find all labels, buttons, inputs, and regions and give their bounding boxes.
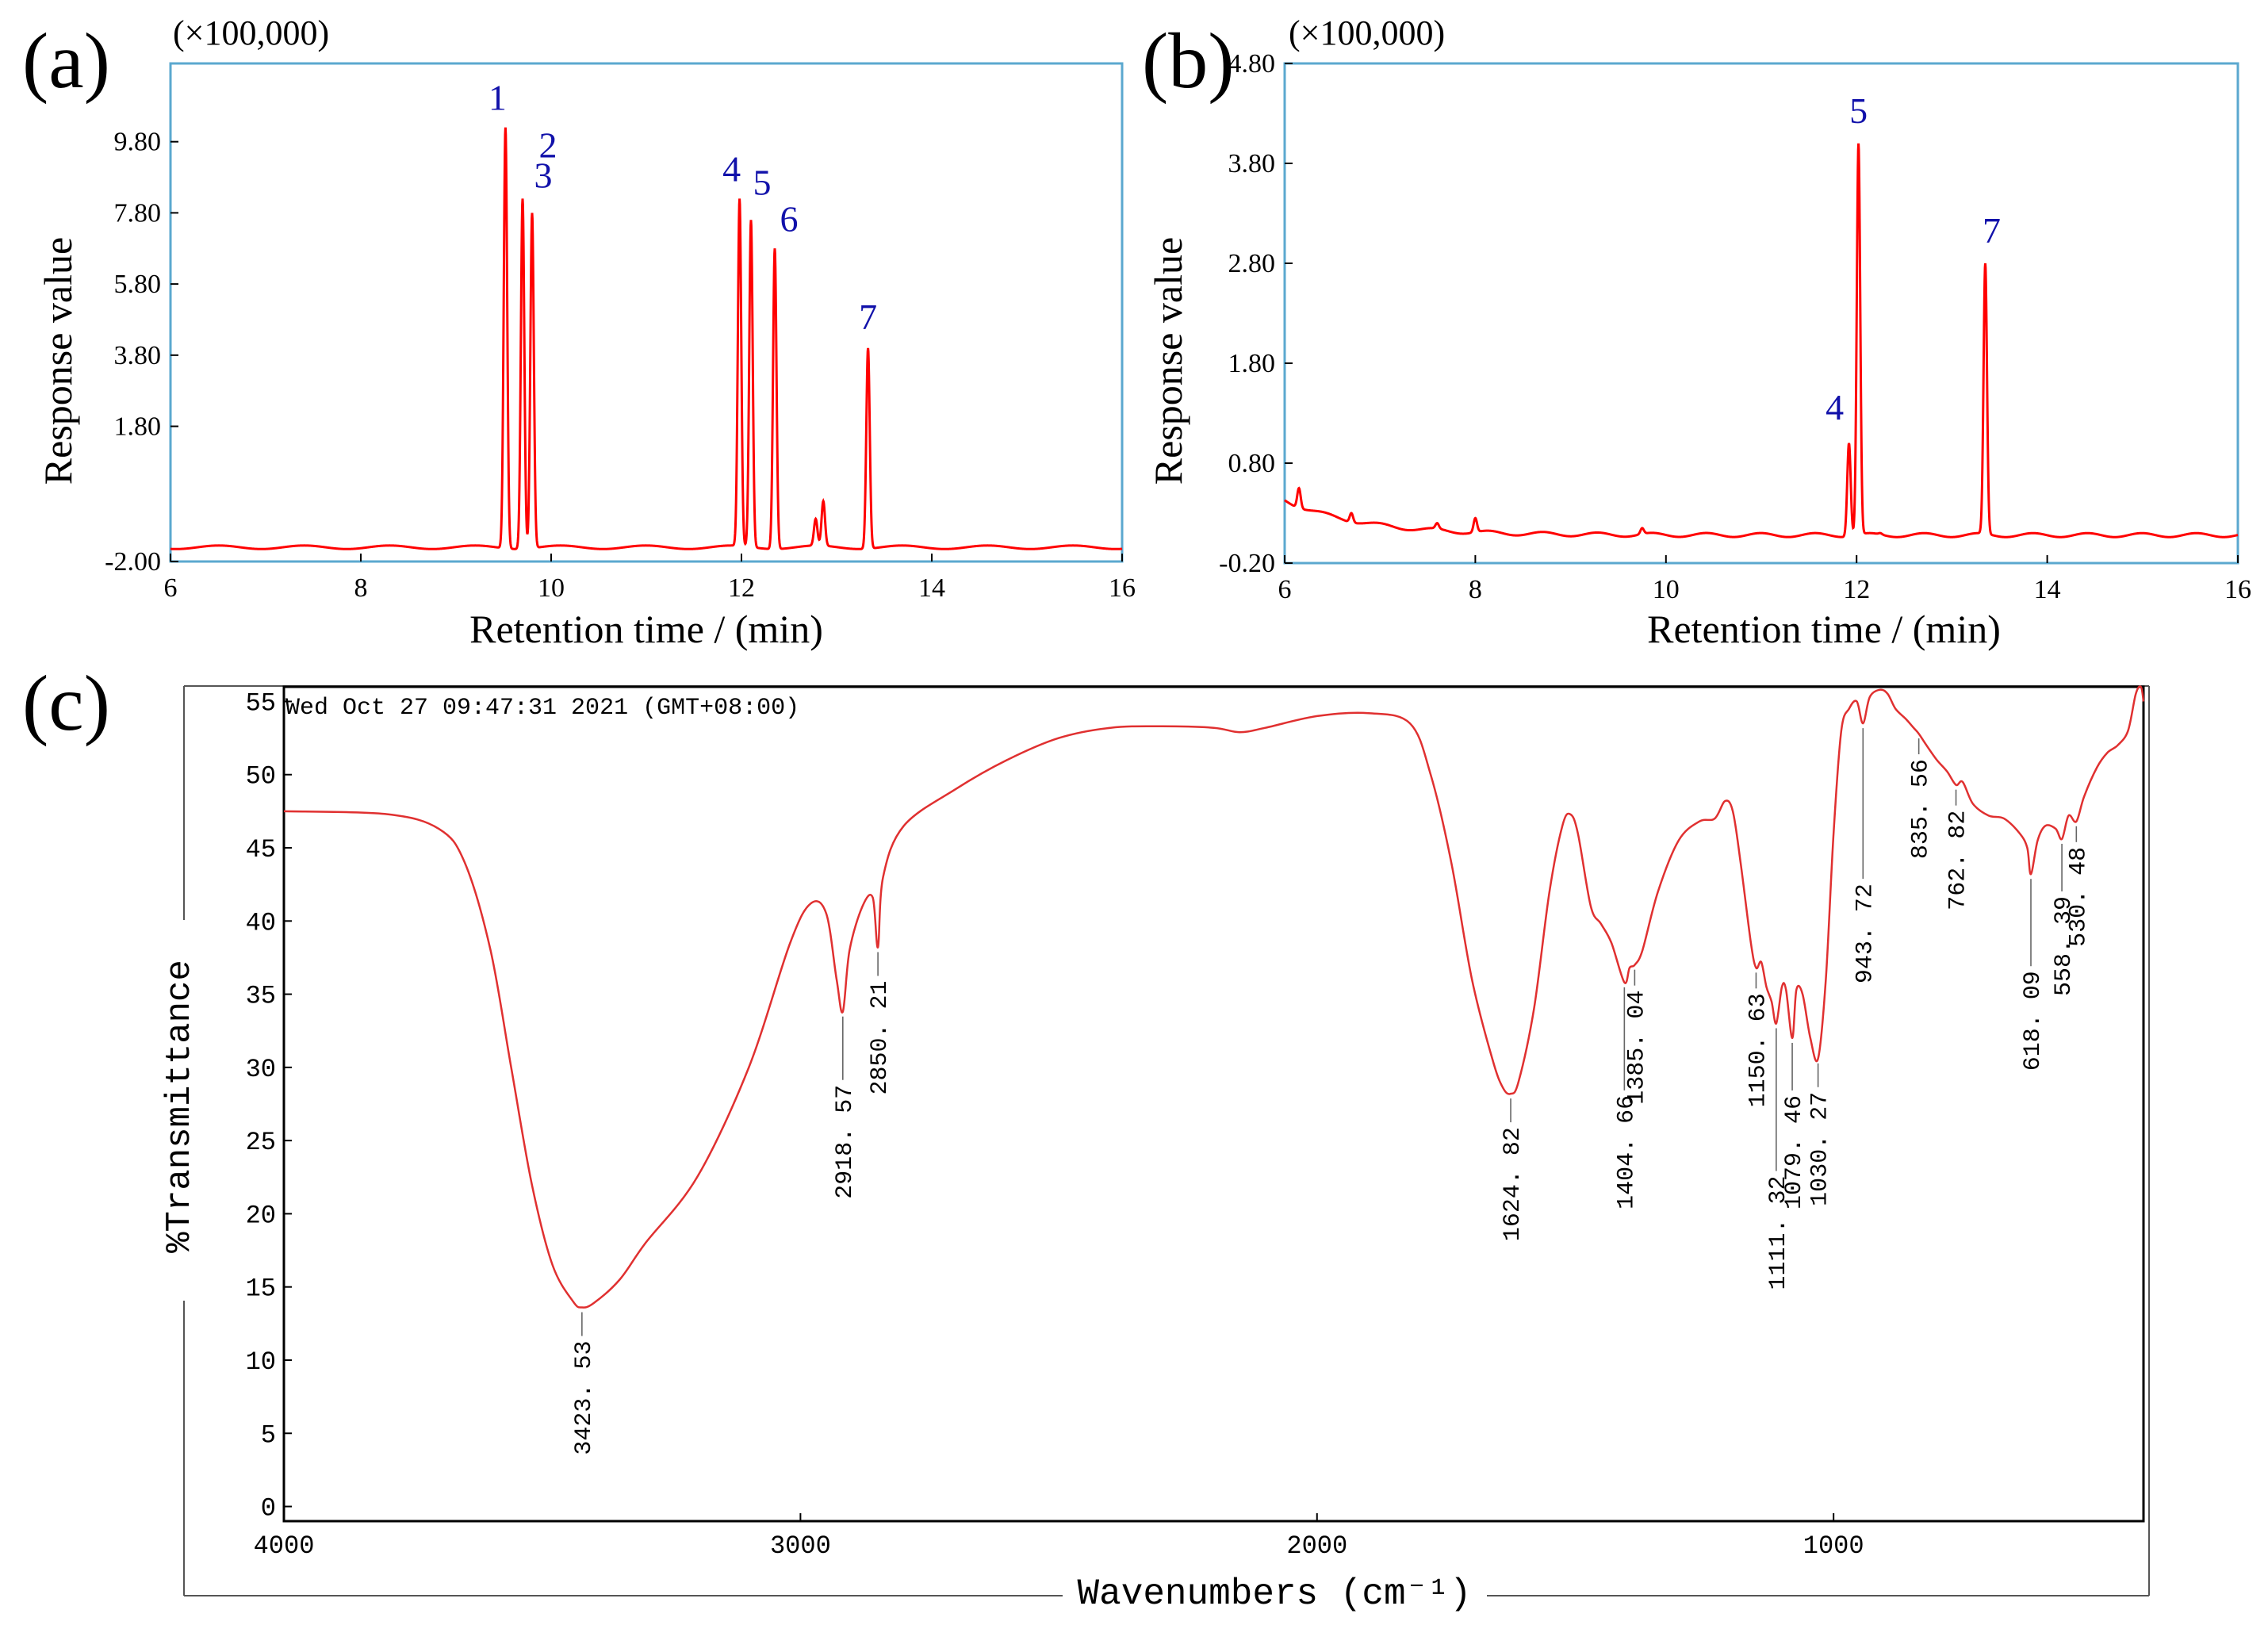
x-tick-label: 6 — [1278, 575, 1292, 604]
panel-b-plot-frame — [1283, 62, 2239, 565]
panel-a-x-axis-title: Retention time / (min) — [469, 607, 823, 651]
x-tick-label: 10 — [538, 573, 565, 603]
peak-wavenumber-label: 1079. 46 — [1781, 1095, 1808, 1209]
peak-label: 4 — [722, 148, 741, 189]
y-tick-label: 5.80 — [114, 270, 162, 299]
panel-b-y-axis-title: Response value — [1146, 237, 1190, 485]
panel-a-scale-note: (×100,000) — [173, 13, 329, 52]
peak-label: 4 — [1826, 387, 1844, 427]
y-tick-label: 15 — [246, 1274, 276, 1304]
peak-wavenumber-label: 2918. 57 — [832, 1085, 859, 1199]
y-tick-label: 20 — [246, 1201, 276, 1230]
peak-wavenumber-label: 835. 56 — [1908, 759, 1935, 859]
panel-c-y-axis-title: %Transmittance — [160, 960, 200, 1253]
y-tick-label: 7.80 — [114, 198, 162, 228]
peak-wavenumber-label: 1150. 63 — [1745, 993, 1772, 1107]
peak-wavenumber-label: 762. 82 — [1945, 811, 1972, 910]
peak-wavenumber-label: 1385. 04 — [1623, 991, 1650, 1105]
y-tick-label: 9.80 — [114, 128, 162, 157]
y-tick-label: 3.80 — [114, 341, 162, 370]
peak-wavenumber-label: 1624. 82 — [1500, 1127, 1527, 1241]
y-tick-label: -2.00 — [105, 547, 161, 577]
x-tick-label: 12 — [728, 573, 755, 603]
x-tick-label: 12 — [1843, 575, 1870, 604]
x-tick-label: 3000 — [770, 1531, 831, 1561]
peak-wavenumber-label: 2850. 21 — [867, 981, 894, 1095]
x-tick-label: 8 — [1469, 575, 1482, 604]
y-tick-label: 2.80 — [1228, 249, 1276, 278]
panel-c-timestamp: Wed Oct 27 09:47:31 2021 (GMT+08:00) — [285, 695, 799, 722]
peak-wavenumber-label: 3423. 53 — [571, 1341, 598, 1455]
y-tick-label: 3.80 — [1228, 149, 1276, 178]
peak-wavenumber-label: 558. 39 — [2051, 896, 2078, 996]
panel-b: (b) (×100,000) -0.20 0.80 1.80 2.80 3.80 4.80… — [1142, 13, 2251, 651]
y-tick-label: 1.80 — [114, 412, 162, 442]
y-tick-label: 50 — [246, 762, 276, 792]
peak-wavenumber-label: 1404. 66 — [1613, 1095, 1640, 1209]
y-tick-label: 25 — [246, 1128, 276, 1157]
panel-a-y-axis-title: Response value — [36, 237, 80, 485]
x-tick-label: 14 — [2034, 575, 2061, 604]
x-tick-label: 10 — [1653, 575, 1680, 604]
panel-a-chromatogram-line — [170, 127, 1123, 550]
panel-b-label: (b) — [1142, 17, 1235, 105]
peak-wavenumber-label: 530. 48 — [2065, 847, 2092, 947]
y-tick-label: 35 — [246, 982, 276, 1011]
peak-label: 2 — [539, 125, 557, 165]
panel-c-plot-frame — [282, 685, 2145, 1523]
peak-label: 5 — [753, 162, 772, 202]
panel-b-scale-note: (×100,000) — [1289, 13, 1445, 52]
panel-b-peak-labels: 4 5 7 — [1826, 90, 2001, 427]
panel-c-peak-annotations: 3423. 53 2918. 57 2850. 21 1624. 82 1404. 66… — [571, 728, 2092, 1455]
x-tick-label: 14 — [918, 573, 945, 603]
x-tick-label: 8 — [354, 573, 368, 603]
panel-c: (c) Wed Oct 27 09:47:31 2021 (GMT+08:00)… — [22, 659, 2150, 1615]
panel-c-spectrum-line — [283, 685, 2145, 1309]
peak-label: 6 — [780, 198, 799, 239]
peak-label: 7 — [859, 297, 877, 337]
panel-a: (a) (×100,000) -2.00 1.80 3.80 5.80 7.80 9.80… — [22, 13, 1136, 651]
panel-a-y-ticks: -2.00 1.80 3.80 5.80 7.80 9.80 — [105, 128, 178, 577]
peak-wavenumber-label: 943. 72 — [1852, 883, 1879, 983]
y-tick-label: 1.80 — [1228, 349, 1276, 378]
peak-label: 1 — [488, 78, 507, 118]
peak-label: 7 — [1983, 210, 2001, 251]
peak-label: 5 — [1849, 90, 1868, 131]
y-tick-label: 0.80 — [1228, 449, 1276, 478]
y-tick-label: 40 — [246, 908, 276, 937]
y-tick-label: 0 — [261, 1494, 276, 1524]
y-tick-label: 55 — [246, 688, 276, 718]
y-tick-label: -0.20 — [1219, 549, 1275, 578]
x-tick-label: 16 — [2224, 575, 2251, 604]
x-tick-label: 4000 — [254, 1531, 315, 1561]
peak-wavenumber-label: 618. 09 — [2020, 971, 2047, 1071]
y-tick-label: 45 — [246, 835, 276, 864]
panel-c-x-axis-title: Wavenumbers (cm⁻¹) — [1078, 1573, 1472, 1615]
panel-c-label: (c) — [22, 659, 110, 747]
panel-a-plot-frame — [169, 62, 1124, 563]
panel-c-x-ticks: 4000 3000 2000 1000 — [254, 1513, 1864, 1561]
y-tick-label: 4.80 — [1228, 49, 1276, 79]
panel-b-x-ticks: 6 8 10 12 14 16 — [1278, 555, 2251, 604]
panel-b-chromatogram-line — [1284, 143, 2239, 539]
y-tick-label: 30 — [246, 1055, 276, 1084]
panel-c-y-ticks: 0 5 10 15 20 25 30 35 40 45 50 55 — [246, 688, 292, 1524]
y-tick-label: 10 — [246, 1347, 276, 1377]
x-tick-label: 2000 — [1286, 1531, 1347, 1561]
panel-b-y-ticks: -0.20 0.80 1.80 2.80 3.80 4.80 — [1219, 49, 1293, 578]
panel-a-x-ticks: 6 8 10 12 14 16 — [164, 554, 1136, 603]
x-tick-label: 6 — [164, 573, 178, 603]
x-tick-label: 16 — [1109, 573, 1136, 603]
panel-a-peak-labels: 123 4 56 7 — [488, 78, 877, 337]
x-tick-label: 1000 — [1803, 1531, 1864, 1561]
peak-wavenumber-label: 1111. 32 — [1765, 1175, 1792, 1290]
y-tick-label: 5 — [261, 1420, 276, 1450]
peak-label: 3 — [534, 155, 553, 195]
peak-wavenumber-label: 1030. 27 — [1807, 1092, 1834, 1206]
panel-b-x-axis-title: Retention time / (min) — [1647, 607, 2001, 651]
panel-a-label: (a) — [22, 17, 110, 105]
